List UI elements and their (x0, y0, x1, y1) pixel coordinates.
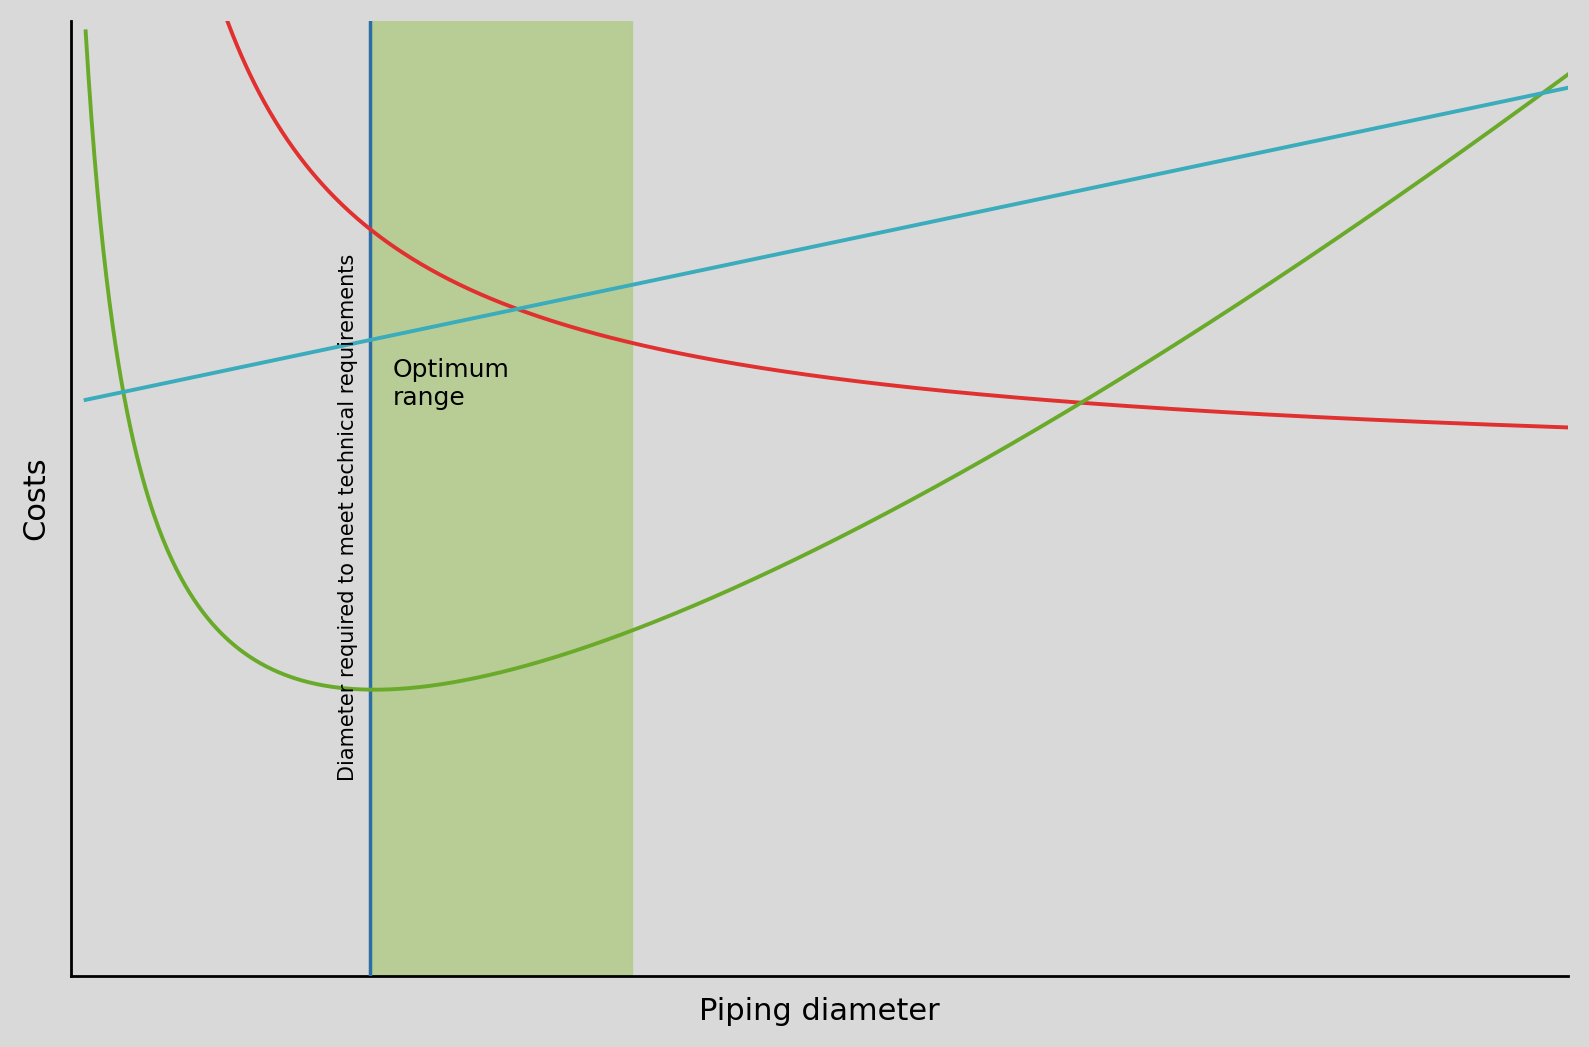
Bar (370, 21, 632, 977)
Y-axis label: Costs: Costs (21, 456, 49, 540)
Text: Optimum
range: Optimum range (392, 358, 510, 409)
Text: Diameter required to meet technical requirements: Diameter required to meet technical requ… (338, 254, 358, 781)
X-axis label: Piping diameter: Piping diameter (699, 997, 939, 1026)
